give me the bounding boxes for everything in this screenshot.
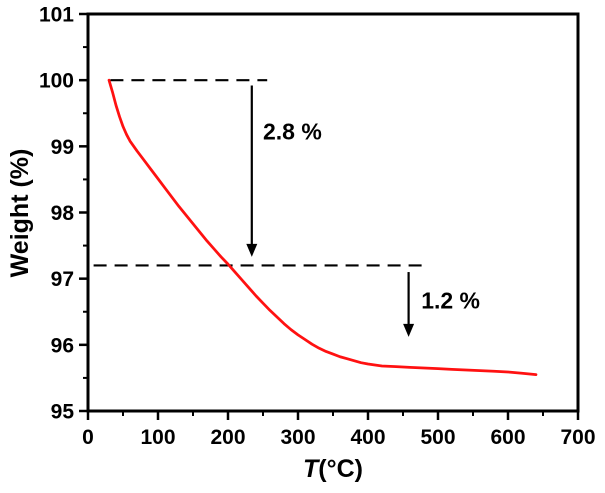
annotation-arrowhead — [403, 323, 415, 337]
x-axis-tick-label: 0 — [82, 426, 94, 449]
x-axis-tick-label: 300 — [280, 426, 315, 449]
x-axis-title: T(°C) — [303, 455, 363, 483]
x-axis-title-rest: (°C) — [318, 455, 363, 483]
x-axis-tick-label: 100 — [140, 426, 175, 449]
y-axis-tick-label: 97 — [51, 268, 74, 291]
annotation-arrowhead — [246, 243, 258, 257]
x-axis-tick-label: 200 — [210, 426, 245, 449]
x-axis-tick-label: 600 — [490, 426, 525, 449]
y-axis-tick-label: 95 — [51, 401, 75, 424]
y-axis-tick-label: 98 — [51, 202, 75, 225]
y-axis-tick-label: 100 — [39, 70, 74, 93]
y-axis-title: Weight (%) — [6, 149, 34, 278]
tga-curve — [107, 78, 538, 376]
annotation-label: 1.2 % — [421, 287, 480, 313]
y-axis-tick-label: 101 — [39, 4, 74, 27]
x-axis-tick-label: 700 — [560, 426, 595, 449]
x-axis-tick-label: 500 — [420, 426, 455, 449]
x-axis-title-italic: T — [303, 455, 321, 483]
y-axis-tick-label: 99 — [51, 136, 74, 159]
annotation-label: 2.8 % — [263, 119, 322, 145]
x-axis-tick-label: 400 — [350, 426, 385, 449]
y-axis-tick-label: 96 — [51, 334, 74, 357]
plot-frame — [86, 12, 580, 413]
